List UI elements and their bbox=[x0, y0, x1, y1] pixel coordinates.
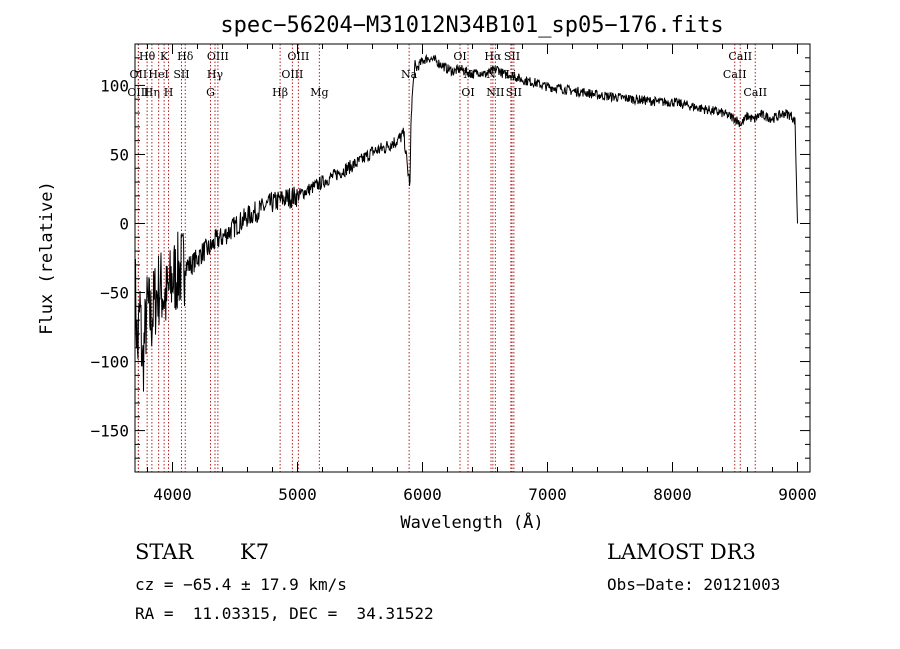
spectrum-line bbox=[134, 53, 798, 392]
line-label: OI bbox=[453, 50, 466, 63]
spectrum-series bbox=[134, 53, 798, 392]
x-axis: 4000 5000 6000 7000 8000 9000 bbox=[147, 44, 817, 504]
line-label: Hβ bbox=[272, 86, 288, 99]
obs-date: Obs−Date: 20121003 bbox=[607, 575, 781, 594]
ra-dec: RA = 11.03315, DEC = 34.31522 bbox=[135, 604, 434, 623]
line-label: HeI bbox=[148, 68, 168, 81]
object-class: STAR bbox=[135, 540, 194, 564]
line-label: CaII bbox=[743, 86, 767, 99]
y-tick-label: 0 bbox=[119, 214, 129, 233]
object-subclass: K7 bbox=[240, 540, 270, 564]
line-label: Hγ bbox=[207, 68, 224, 81]
y-tick-label: −50 bbox=[100, 284, 129, 303]
line-label: Mg bbox=[310, 86, 328, 99]
chart-title: spec−56204−M31012N34B101_sp05−176.fits bbox=[220, 13, 723, 38]
y-axis: −150 −100 −50 0 50 100 bbox=[90, 43, 810, 459]
line-label: NII bbox=[486, 86, 504, 99]
line-label: CaII bbox=[728, 50, 752, 63]
line-label: OI bbox=[461, 86, 474, 99]
line-label: Hη bbox=[144, 86, 160, 99]
x-axis-label: Wavelength (Å) bbox=[400, 511, 543, 533]
line-label: SII bbox=[504, 50, 520, 63]
y-tick-label: −150 bbox=[90, 422, 129, 441]
line-label: Hδ bbox=[177, 50, 194, 63]
line-label: Li bbox=[505, 68, 516, 81]
line-label: OIII bbox=[207, 50, 229, 63]
line-label: OIII bbox=[287, 50, 309, 63]
survey-name: LAMOST DR3 bbox=[607, 540, 756, 564]
line-label: SII bbox=[506, 86, 522, 99]
line-label: H bbox=[164, 86, 174, 99]
x-tick-label: 6000 bbox=[403, 485, 442, 504]
line-label: Hα bbox=[484, 50, 502, 63]
line-label: N bbox=[486, 68, 496, 81]
y-tick-label: −100 bbox=[90, 353, 129, 372]
line-label: OIII bbox=[127, 86, 149, 99]
line-label: CaII bbox=[723, 68, 747, 81]
x-tick-label: 8000 bbox=[653, 485, 692, 504]
y-tick-label: 50 bbox=[110, 145, 129, 164]
x-tick-label: 7000 bbox=[528, 485, 567, 504]
line-label: K bbox=[160, 50, 169, 63]
line-label: OII bbox=[130, 68, 148, 81]
line-label: Hθ bbox=[139, 50, 156, 63]
redshift-cz: cz = −65.4 ± 17.9 km/s bbox=[135, 575, 347, 594]
line-label: OIII bbox=[281, 68, 303, 81]
y-axis-label: Flux (relative) bbox=[37, 181, 57, 335]
x-tick-label: 4000 bbox=[153, 485, 192, 504]
line-label: Na bbox=[401, 68, 418, 81]
x-tick-label: 5000 bbox=[278, 485, 317, 504]
line-label: SII bbox=[173, 68, 189, 81]
y-tick-label: 100 bbox=[100, 76, 129, 95]
line-label: G bbox=[206, 86, 215, 99]
x-tick-label: 9000 bbox=[778, 485, 817, 504]
